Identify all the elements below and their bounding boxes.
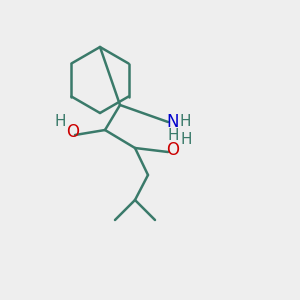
Text: O: O (167, 141, 179, 159)
Text: N: N (167, 113, 179, 131)
Text: H: H (167, 128, 179, 142)
Text: H: H (179, 115, 191, 130)
Text: H: H (54, 113, 66, 128)
Text: H: H (180, 131, 192, 146)
Text: O: O (67, 123, 80, 141)
